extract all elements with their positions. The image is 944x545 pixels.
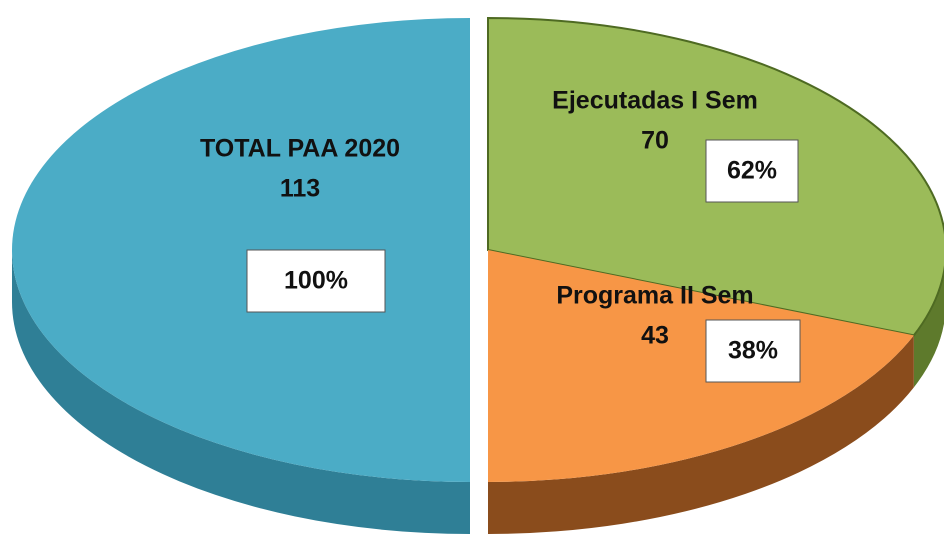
percent-label: 62% [727, 157, 777, 185]
percent-box [705, 139, 799, 203]
percent-label: 100% [284, 267, 348, 295]
slice-label: Programa II Sem [556, 282, 753, 310]
slice-label: TOTAL PAA 2020 [200, 135, 400, 163]
slice-value: 70 [641, 127, 669, 155]
slice-label: Ejecutadas I Sem [552, 87, 758, 115]
percent-label: 38% [728, 337, 778, 365]
percent-box [246, 249, 386, 313]
slice [488, 250, 914, 482]
slice [12, 18, 470, 482]
slice-value: 113 [280, 175, 320, 203]
slice-value: 43 [641, 322, 669, 350]
percent-box [705, 319, 801, 383]
slice-side [12, 250, 470, 534]
slice-side [488, 335, 914, 534]
slice-side [913, 271, 944, 388]
